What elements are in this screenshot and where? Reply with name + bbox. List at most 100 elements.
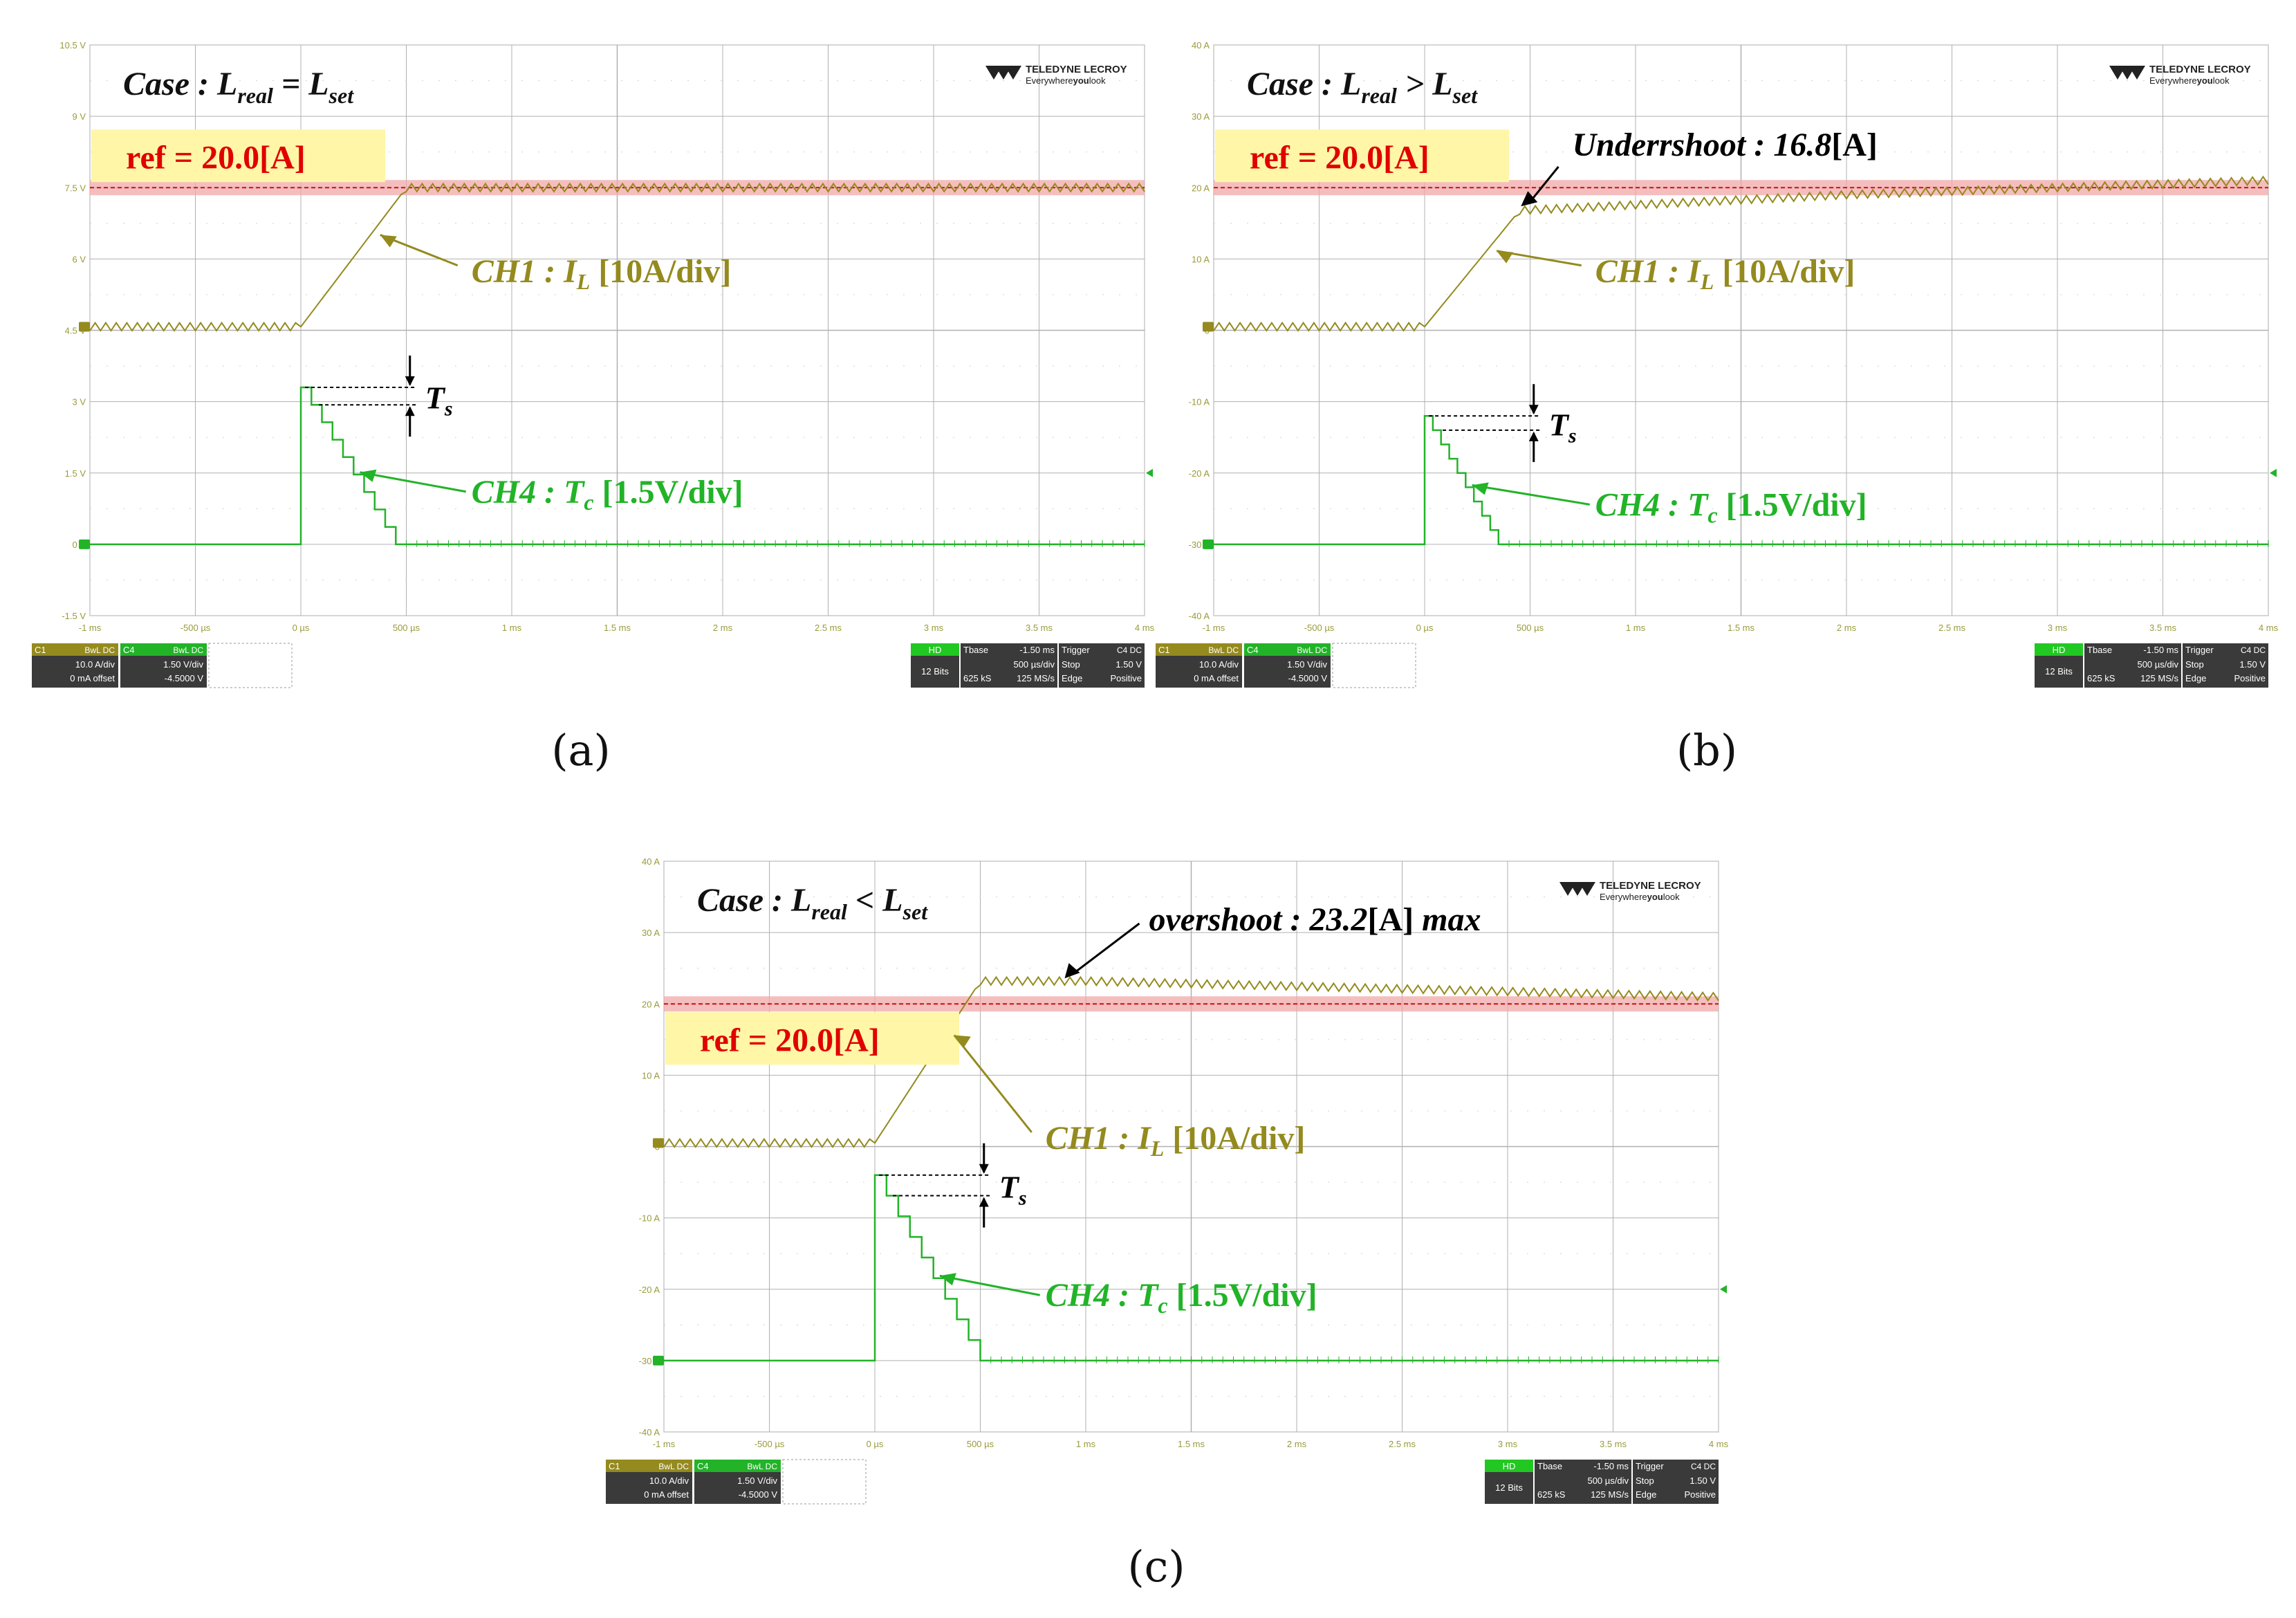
trigger-label: Trigger — [2185, 645, 2214, 655]
ch1-waveform — [663, 975, 1719, 1148]
ts-arrowhead-up — [405, 406, 415, 416]
ts-label-sub: s — [444, 398, 453, 421]
ch1-label-sub: L — [576, 269, 591, 294]
y-tick-label: -40 A — [1189, 611, 1210, 621]
ch4-label-rest: [1.5V/div] — [594, 474, 743, 511]
bits-label: 12 Bits — [1495, 1482, 1523, 1493]
panel-label-a: (a) — [551, 725, 611, 775]
annotation-italic: overshoot : 23.2 — [1149, 901, 1368, 938]
x-tick-label: -1 ms — [653, 1439, 676, 1449]
y-tick-label: 20 A — [642, 999, 660, 1009]
ch1-label-sub: L — [1150, 1136, 1165, 1161]
y-tick-label: 40 A — [642, 856, 660, 867]
ch4-label: CH4 : Tc [1.5V/div] — [1046, 1277, 1317, 1318]
tdiv-value: 500 µs/div — [1013, 659, 1055, 670]
ch4-label: CH4 : Tc [1.5V/div] — [1595, 486, 1867, 527]
trigger-type: Edge — [1636, 1489, 1656, 1500]
c1-label: C1 — [609, 1461, 620, 1471]
annotation-arrowhead — [1521, 191, 1538, 207]
trigger-box — [2183, 643, 2268, 688]
y-tick-label: 10 A — [1192, 254, 1210, 264]
trigger-box — [1059, 643, 1145, 688]
c1-coupling: BwL DC — [1208, 645, 1239, 655]
c4-label: C4 — [1247, 645, 1259, 655]
ch1-waveform — [1213, 175, 2269, 332]
y-tick-label: -1.5 V — [62, 611, 86, 621]
case-sub-set: set — [1452, 83, 1479, 108]
oscilloscope-screen: 40 A30 A20 A10 A0-10 A-20 A-30 A-40 A-1 … — [606, 856, 1729, 1505]
c1-coupling: BwL DC — [84, 645, 115, 655]
scope-panel-c: 40 A30 A20 A10 A0-10 A-20 A-30 A-40 A-1 … — [602, 844, 1729, 1543]
ts-arrowhead-down — [1528, 405, 1539, 415]
x-tick-label: 2.5 ms — [1938, 623, 1966, 633]
logo-tagline: Everywhereyoulook — [1600, 892, 1680, 902]
c4-header — [120, 643, 207, 656]
tbase-value: -1.50 ms — [2143, 645, 2178, 655]
tagline-bold: you — [2197, 75, 2213, 86]
ch1-marker — [79, 322, 90, 332]
case-sub-set: set — [328, 83, 355, 108]
ch1-label-text: CH1 : I — [472, 253, 578, 290]
ch1-label-rest: [10A/div] — [1164, 1120, 1305, 1157]
annotation-rest: [A] — [1831, 127, 1878, 163]
bits-label: 12 Bits — [921, 666, 949, 677]
ref-label: ref = 20.0[A] — [126, 139, 306, 176]
annotation-arrow — [1073, 922, 1140, 974]
trigger-level-marker — [1720, 1285, 1727, 1294]
ch1-label-rest: [10A/div] — [590, 253, 731, 290]
ch4-arrow — [939, 1274, 1041, 1296]
tagline-post: look — [1089, 75, 1106, 86]
c4-label: C4 — [123, 645, 135, 655]
samples-value: 625 kS — [963, 673, 992, 683]
logo-mark — [2109, 66, 2145, 80]
x-tick-label: 1.5 ms — [604, 623, 631, 633]
c1-coupling: BwL DC — [658, 1462, 689, 1471]
status-bar: C1 BwL DC 10.0 A/div 0 mA offset C4 BwL DC 1.5… — [1156, 643, 2268, 688]
case-title: Case : Lreal < Lset — [697, 882, 928, 924]
tagline-bold: you — [1073, 75, 1089, 86]
c1-header — [1156, 643, 1242, 656]
trigger-slope: Positive — [1684, 1489, 1716, 1500]
y-tick-label: -10 A — [639, 1213, 660, 1224]
trigger-slope: Positive — [2234, 673, 2266, 683]
x-tick-label: 2 ms — [1287, 1439, 1307, 1449]
ch4-arrowhead — [1472, 482, 1489, 495]
ch4-label-sub: c — [584, 490, 593, 515]
c1-offset: 0 mA offset — [70, 673, 115, 683]
empty-channel-slot — [782, 1459, 867, 1505]
x-tick-label: 1 ms — [1626, 623, 1646, 633]
ref-label: ref = 20.0[A] — [700, 1022, 880, 1058]
x-tick-label: -1 ms — [1203, 623, 1225, 633]
ch4-label-rest: [1.5V/div] — [1168, 1277, 1317, 1314]
empty-channel-slot — [1332, 643, 1416, 688]
c1-vdiv: 10.0 A/div — [1199, 659, 1239, 670]
c4-body — [120, 656, 207, 688]
ch4-arrow — [1472, 484, 1590, 506]
ref-label-box — [1215, 129, 1509, 183]
x-tick-label: 3.5 ms — [2149, 623, 2177, 633]
x-tick-label: 0 µs — [1416, 623, 1434, 633]
trigger-source: C4 DC — [1691, 1462, 1716, 1471]
ch4-marker — [653, 1355, 664, 1366]
c4-label: C4 — [697, 1461, 709, 1471]
c4-header — [1244, 643, 1331, 656]
rate-value: 125 MS/s — [1017, 673, 1055, 683]
c1-offset: 0 mA offset — [644, 1489, 689, 1500]
c1-body — [32, 656, 118, 688]
ch1-arrowhead — [954, 1035, 971, 1048]
ch4-noise — [990, 1356, 1719, 1363]
x-tick-label: 0 µs — [293, 623, 310, 633]
logo-mark — [1559, 882, 1595, 896]
y-tick-label: -40 A — [639, 1427, 660, 1437]
x-tick-label: 500 µs — [967, 1439, 994, 1449]
trigger-level: 1.50 V — [1689, 1475, 1716, 1486]
x-tick-label: 2 ms — [713, 623, 733, 633]
logo-name: TELEDYNE LECROY — [1026, 64, 1127, 75]
c1-header — [32, 643, 118, 656]
y-tick-label: -20 A — [1189, 468, 1210, 479]
status-bar: C1 BwL DC 10.0 A/div 0 mA offset C4 BwL DC 1.5… — [606, 1459, 1719, 1505]
hd-label: HD — [1503, 1461, 1516, 1471]
ch1-arrow — [953, 1034, 1033, 1133]
trigger-slope: Positive — [1110, 673, 1142, 683]
c1-label: C1 — [35, 645, 46, 655]
